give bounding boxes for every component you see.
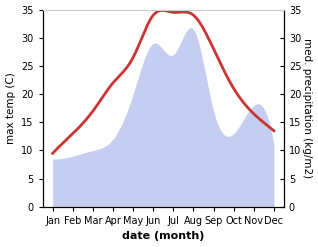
X-axis label: date (month): date (month) bbox=[122, 231, 204, 242]
Y-axis label: med. precipitation (kg/m2): med. precipitation (kg/m2) bbox=[302, 38, 313, 178]
Y-axis label: max temp (C): max temp (C) bbox=[5, 72, 16, 144]
